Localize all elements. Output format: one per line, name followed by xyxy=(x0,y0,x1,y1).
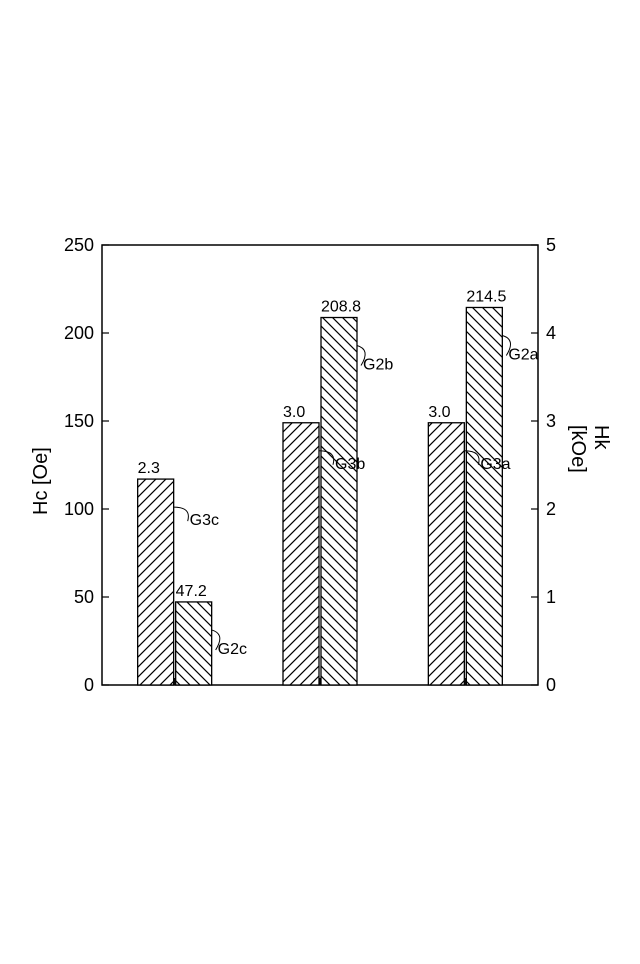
y-right-tick-label: 2 xyxy=(546,499,556,519)
y-right-tick-label: 3 xyxy=(546,411,556,431)
y-right-tick-label: 1 xyxy=(546,587,556,607)
y-right-tick-label: 5 xyxy=(546,235,556,255)
page: Hc [Oe] Hk [kOe] 0 50 100 150 200 250 0 1 2 3 4 5 2.… xyxy=(0,0,640,964)
y-right-label: Hk [kOe] xyxy=(566,425,612,473)
callout-G2c: G2c xyxy=(218,641,247,658)
y-left-tick-label: 100 xyxy=(64,499,94,519)
y-left-tick-label: 250 xyxy=(64,235,94,255)
y-right-tick-label: 0 xyxy=(546,675,556,695)
bar-G3a xyxy=(428,423,464,685)
y-left-tick-label: 200 xyxy=(64,323,94,343)
chart-svg: 0 50 100 150 200 250 0 1 2 3 4 5 2.3 47.2 G3c G2c 3.0 208… xyxy=(40,235,600,715)
bar-value-G3b: 3.0 xyxy=(283,404,305,421)
bar-value-G3a: 3.0 xyxy=(428,404,450,421)
chart: Hc [Oe] Hk [kOe] 0501001502002500123452.… xyxy=(40,235,600,715)
y-left-tick-label: 50 xyxy=(74,587,94,607)
bar-G2c xyxy=(176,602,212,685)
y-left-tick-label: 150 xyxy=(64,411,94,431)
y-left-label: Hc [Oe] xyxy=(30,447,53,515)
callout-G2b: G2b xyxy=(363,357,393,374)
callout-G2a: G2a xyxy=(508,346,538,363)
bar-G3c xyxy=(138,479,174,685)
bar-G2b xyxy=(321,318,357,685)
bar-G2a xyxy=(466,307,502,685)
y-left-tick-label: 0 xyxy=(84,675,94,695)
bar-value-G2c: 47.2 xyxy=(176,583,207,600)
callout-G3c: G3c xyxy=(190,512,219,529)
bar-value-G2b: 208.8 xyxy=(321,299,361,316)
leader-G3c xyxy=(174,507,189,521)
callout-G3b: G3b xyxy=(335,456,365,473)
bar-value-G2a: 214.5 xyxy=(466,288,506,305)
bar-G3b xyxy=(283,423,319,685)
bar-value-G3c: 2.3 xyxy=(138,460,160,477)
y-right-tick-label: 4 xyxy=(546,323,556,343)
callout-G3a: G3a xyxy=(480,456,510,473)
